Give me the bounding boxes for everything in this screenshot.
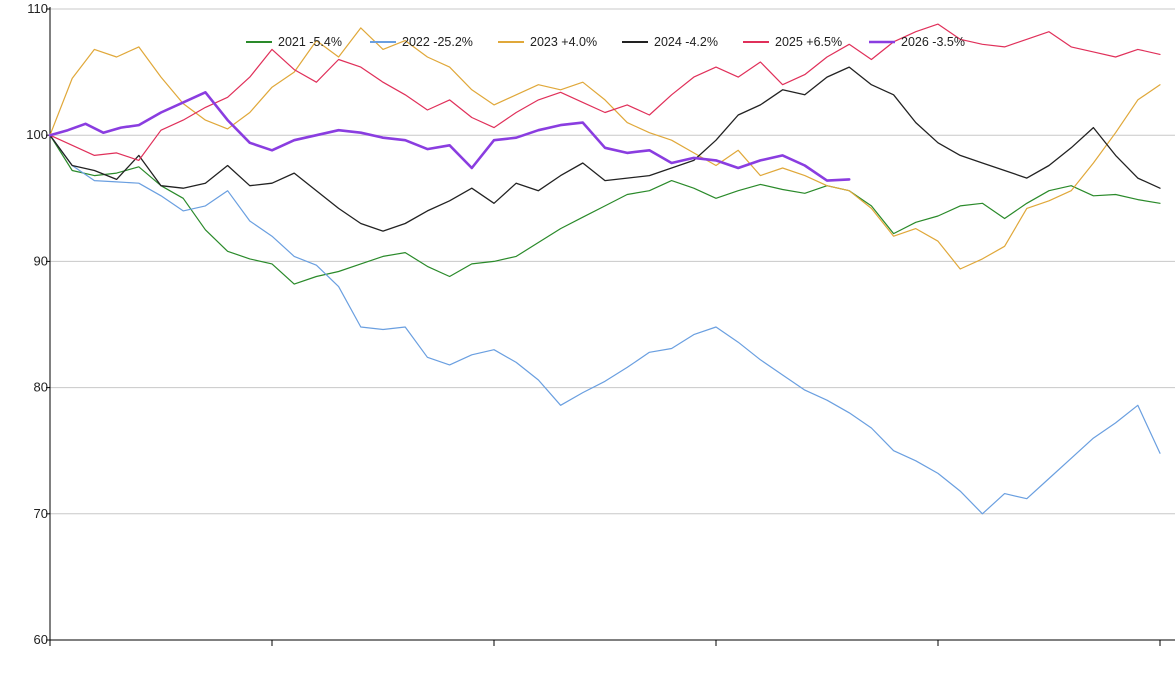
series-line-6 bbox=[48, 91, 851, 182]
series-line-4 bbox=[49, 66, 1161, 232]
y-tick-label: 60 bbox=[34, 632, 48, 647]
y-tick-label: 70 bbox=[34, 506, 48, 521]
legend-label: 2025 +6.5% bbox=[775, 35, 842, 49]
gridlines bbox=[50, 8, 1175, 515]
axes: 60 70 80 90 100 110 bbox=[26, 1, 1175, 647]
legend-label: 2026 -3.5% bbox=[901, 35, 965, 49]
y-tick-label: 90 bbox=[34, 253, 48, 268]
legend: 2021 -5.4% 2022 -25.2% 2023 +4.0% 2024 -4.2… bbox=[246, 35, 965, 49]
series-line-1 bbox=[49, 134, 1161, 285]
legend-label: 2023 +4.0% bbox=[530, 35, 597, 49]
y-tick-label: 100 bbox=[26, 127, 48, 142]
series-line-5 bbox=[49, 23, 1161, 161]
legend-label: 2022 -25.2% bbox=[402, 35, 473, 49]
series-line-3 bbox=[49, 27, 1161, 270]
series-lines bbox=[48, 23, 1161, 515]
y-tick-label: 110 bbox=[27, 1, 48, 16]
y-tick-label: 80 bbox=[34, 380, 48, 395]
legend-label: 2024 -4.2% bbox=[654, 35, 718, 49]
series-line-2 bbox=[49, 134, 1161, 515]
legend-label: 2021 -5.4% bbox=[278, 35, 342, 49]
